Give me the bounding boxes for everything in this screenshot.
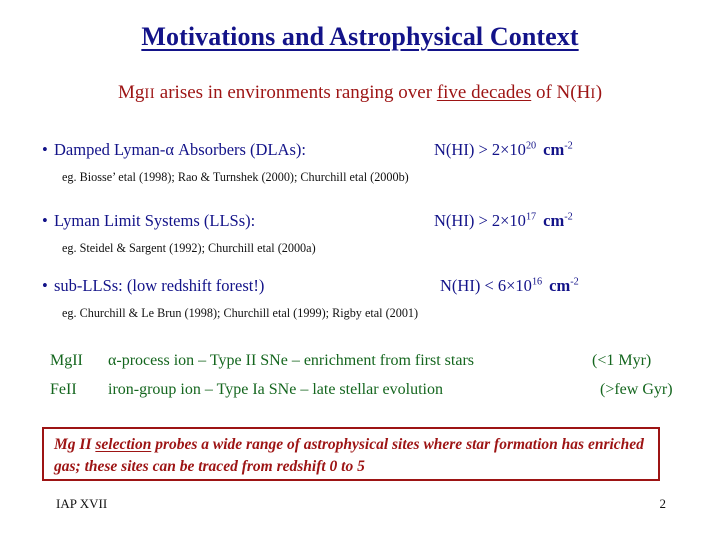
- footer-page-number: 2: [659, 496, 667, 511]
- value-unit-exponent: -2: [564, 140, 573, 152]
- ion-line-mgii: MgII α-process ion – Type II SNe – enrich…: [50, 352, 690, 370]
- callout-text: Mg II selection probes a wide range of a…: [54, 434, 654, 478]
- value-unit-exponent: -2: [564, 211, 573, 223]
- value-unit: cm: [543, 211, 565, 230]
- value-prefix: N(HI) > 2×10: [434, 211, 526, 230]
- callout-box: Mg II selection probes a wide range of a…: [42, 427, 660, 481]
- value-exponent: 20: [525, 140, 537, 152]
- ion-timescale-mgii: (<1 Myr): [592, 352, 652, 369]
- page-title: Motivations and Astrophysical Context: [0, 22, 720, 52]
- subtitle-underlined-phrase: five decades: [436, 82, 532, 103]
- value-exponent: 16: [531, 276, 543, 288]
- ion-description-feii: iron-group ion – Type Ia SNe – late stel…: [108, 381, 443, 398]
- callout-part2: probes a wide range of astrophysical sit…: [54, 436, 644, 475]
- footer-conference-label: IAP XVII: [56, 496, 108, 511]
- callout-underlined-word: selection: [95, 436, 152, 453]
- reference-line-lls: eg. Steidel & Sargent (1992); Churchill …: [62, 241, 316, 255]
- callout-part1: Mg II: [54, 436, 96, 453]
- ion-name-mgii: MgII: [50, 352, 83, 369]
- ion-description-mgii: α-process ion – Type II SNe – enrichment…: [108, 352, 474, 369]
- subtitle-after: of N(H: [531, 82, 591, 103]
- bullet-label-dla: Damped Lyman-α Absorbers (DLAs):: [54, 140, 306, 159]
- bullet-value-sub-lls: N(HI) < 6×1016 cm-2: [440, 276, 579, 296]
- bullet-item-lls: • Lyman Limit Systems (LLSs): N(HI) > 2×1…: [42, 211, 682, 231]
- bullet-label-lls: Lyman Limit Systems (LLSs):: [54, 211, 256, 230]
- subtitle-close: ): [595, 82, 603, 103]
- value-prefix: N(HI) > 2×10: [434, 140, 526, 159]
- bullet-marker-icon: •: [42, 276, 48, 295]
- bullet-value-dla: N(HI) > 2×1020 cm-2: [434, 140, 573, 160]
- value-unit: cm: [549, 276, 571, 295]
- reference-line-sub-lls: eg. Churchill & Le Brun (1998); Churchil…: [62, 306, 419, 320]
- ion-timescale-feii: (>few Gyr): [600, 381, 673, 398]
- subtitle-mid: arises in environments ranging over: [155, 82, 437, 103]
- subtitle-ion-h1: I: [590, 86, 596, 102]
- bullet-label-sub-lls: sub-LLSs: (low redshift forest!): [54, 276, 265, 295]
- bullet-item-sub-lls: • sub-LLSs: (low redshift forest!) N(HI) …: [42, 276, 682, 296]
- value-prefix: N(HI) < 6×10: [440, 276, 532, 295]
- subtitle: MgII arises in environments ranging over…: [0, 82, 720, 104]
- value-unit: cm: [543, 140, 565, 159]
- ion-line-feii: FeII iron-group ion – Type Ia SNe – late …: [50, 381, 690, 399]
- bullet-marker-icon: •: [42, 140, 48, 159]
- ion-name-feii: FeII: [50, 381, 77, 398]
- value-exponent: 17: [525, 211, 537, 223]
- bullet-value-lls: N(HI) > 2×1017 cm-2: [434, 211, 573, 231]
- page-title-text: Motivations and Astrophysical Context: [141, 22, 579, 51]
- bullet-marker-icon: •: [42, 211, 48, 230]
- subtitle-ion-mg2: II: [144, 86, 156, 102]
- subtitle-before: Mg: [117, 82, 145, 103]
- bullet-item-dla: • Damped Lyman-α Absorbers (DLAs): N(HI) …: [42, 140, 682, 160]
- reference-line-dla: eg. Biosse’ etal (1998); Rao & Turnshek …: [62, 170, 409, 184]
- value-unit-exponent: -2: [570, 276, 579, 288]
